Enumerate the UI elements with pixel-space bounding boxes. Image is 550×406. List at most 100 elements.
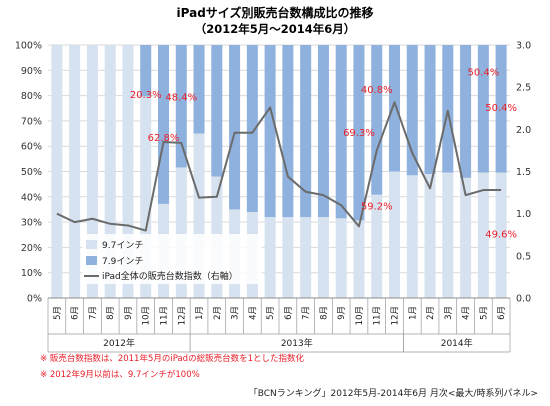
y-tick-left: 70% [21, 116, 42, 127]
x-tick-label: 10月 [355, 306, 365, 325]
legend-swatch-9-7 [86, 240, 97, 249]
source-label: 「BCNランキング」2012年5月-2014年6月 月次<最大/時系列パネル> [249, 387, 538, 399]
bar-9-7 [460, 177, 472, 298]
axes: 0% 10% 20% 30% 40% 50% 60% 70% 80% 90% 100% 0.0 0.5 1… [15, 41, 531, 353]
y-tick-left: 0% [27, 294, 42, 305]
bar-7-9 [211, 45, 223, 177]
percent-annotation: 69.3% [343, 128, 375, 139]
bar-9-7 [86, 45, 98, 298]
annotations: 20.3% 62.8% 48.4% 69.3% 40.8% 59.2% 50.4% 50.4%… [130, 67, 517, 240]
y-tick-left: 20% [21, 243, 42, 254]
bar-7-9 [477, 45, 489, 173]
x-tick-label: 6月 [284, 306, 294, 320]
x-tick-label: 1月 [195, 306, 205, 320]
bar-9-7 [300, 217, 312, 298]
y-tick-left: 30% [21, 218, 42, 229]
x-tick-label: 7月 [302, 306, 312, 320]
x-tick-label: 10月 [142, 306, 152, 325]
bar-7-9 [317, 45, 329, 218]
y-tick-right: 1.5 [516, 167, 531, 178]
bar-9-7 [175, 167, 187, 298]
x-tick-label: 1月 [408, 306, 418, 320]
x-tick-label: 6月 [71, 306, 81, 320]
bar-9-7 [69, 45, 81, 298]
y-tick-right: 3.0 [516, 41, 531, 52]
x-tick-label: 12月 [391, 306, 401, 325]
y-tick-right: 2.0 [516, 125, 531, 136]
year-label: 2012年 [103, 337, 135, 349]
x-tick-label: 4月 [248, 306, 258, 320]
x-tick-label: 5月 [266, 306, 276, 320]
bar-7-9 [229, 45, 241, 210]
x-tick-label: 2月 [426, 306, 436, 320]
y-tick-left: 10% [21, 268, 42, 279]
y-tick-left: 60% [21, 142, 42, 153]
bar-7-9 [388, 45, 401, 172]
y-tick-right: 1.0 [516, 209, 531, 220]
bar-7-9 [424, 45, 436, 175]
bar-7-9 [460, 45, 472, 178]
note-2: ※ 2012年9月以前は、9.7インチが100% [40, 369, 200, 380]
y-tick-right: 2.5 [516, 83, 531, 94]
y-tick-left: 100% [15, 41, 42, 52]
bar-9-7 [424, 174, 436, 298]
bar-9-7 [442, 172, 454, 298]
bar-9-7 [264, 217, 276, 298]
x-tick-label: 11月 [373, 306, 383, 325]
x-tick-label: 11月 [160, 306, 170, 325]
year-label: 2013年 [281, 337, 313, 349]
index-line [56, 101, 502, 232]
bar-7-9 [193, 45, 205, 134]
x-tick-label: 12月 [177, 306, 187, 325]
x-tick-label: 9月 [124, 306, 134, 320]
percent-annotation: 50.4% [485, 103, 517, 114]
bar-9-7 [104, 45, 116, 298]
bar-9-7 [477, 172, 489, 298]
bar-7-9 [246, 45, 258, 212]
chart-subtitle: （2012年5月～2014年6月） [195, 22, 356, 36]
bar-9-7 [140, 96, 152, 298]
bar-7-9 [353, 45, 365, 221]
bar-9-7 [122, 45, 134, 298]
x-tick-label: 3月 [231, 306, 241, 320]
index-series-line [56, 101, 502, 232]
bar-7-9 [335, 45, 347, 219]
bar-9-7 [317, 217, 329, 298]
x-tick-label: 9月 [337, 306, 347, 320]
bar-9-7 [371, 194, 383, 298]
bar-7-9 [371, 45, 383, 195]
bar-7-9 [175, 45, 187, 168]
bar-7-9 [495, 45, 507, 173]
percent-annotation: 48.4% [165, 93, 197, 104]
bar-9-7 [51, 45, 63, 298]
percent-annotation: 20.3% [130, 90, 162, 101]
x-tick-label: 7月 [88, 306, 98, 320]
bar-7-9 [282, 45, 294, 218]
y-tick-left: 50% [21, 167, 42, 178]
bar-7-9 [442, 45, 454, 173]
legend-label-9-7: 9.7インチ [102, 240, 143, 251]
bar-9-7 [282, 217, 294, 298]
percent-annotation: 62.8% [148, 133, 180, 144]
bar-7-9 [406, 45, 418, 176]
percent-annotation: 49.6% [485, 229, 517, 240]
x-tick-label: 5月 [479, 306, 489, 320]
bar-9-7 [353, 220, 365, 298]
x-tick-label: 5月 [53, 306, 63, 320]
note-1: ※ 販売台数指数は、2011年5月のiPadの総販売台数を1とした指数化 [40, 353, 304, 364]
bar-9-7 [406, 175, 418, 298]
bar-9-7 [193, 133, 205, 298]
y-tick-left: 90% [21, 66, 42, 77]
x-tick-label: 3月 [444, 306, 454, 320]
bar-9-7 [335, 218, 347, 298]
percent-annotation: 50.4% [467, 67, 499, 78]
percent-annotation: 59.2% [361, 201, 393, 212]
bar-7-9 [300, 45, 312, 218]
percent-annotation: 40.8% [361, 85, 393, 96]
chart-title: iPadサイズ別販売台数構成比の推移 [177, 5, 374, 20]
legend-background [82, 234, 262, 284]
bar-7-9 [140, 45, 152, 97]
x-tick-label: 2月 [213, 306, 223, 320]
bar-9-7 [388, 171, 401, 298]
